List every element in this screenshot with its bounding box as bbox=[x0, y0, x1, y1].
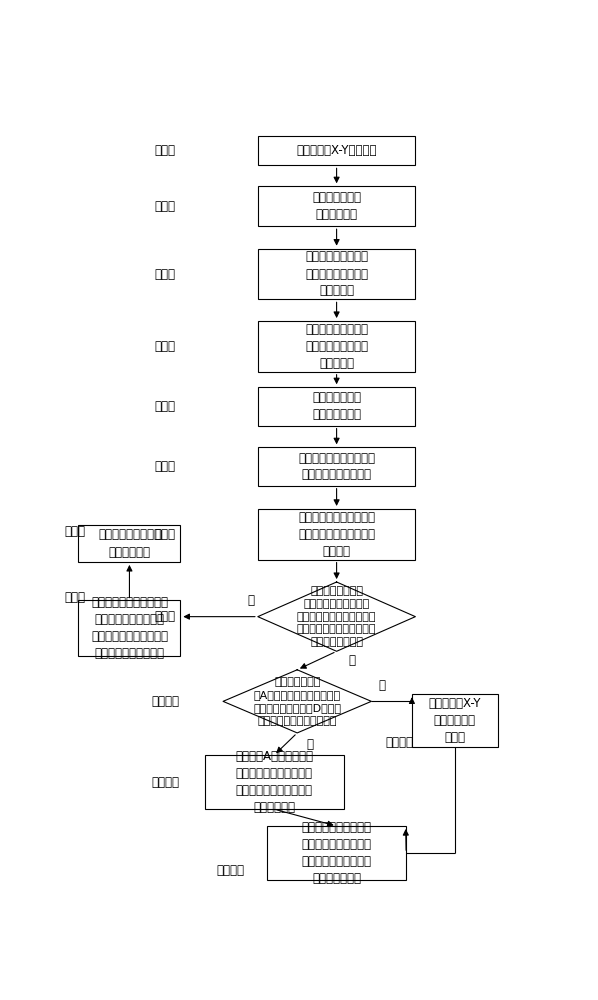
Text: 路由节点A将步骤十一所
述一行条目对应的邻近节
点作为下一跳节点，并向
其交付数据包: 路由节点A将步骤十一所 述一行条目对应的邻近节 点作为下一跳节点，并向 其交付数… bbox=[235, 750, 313, 814]
Polygon shape bbox=[223, 670, 371, 733]
Text: 否: 否 bbox=[348, 654, 355, 667]
Text: 步骤七: 步骤七 bbox=[155, 528, 176, 541]
Text: 按照基础的X-Y
传输规则传送
数据包: 按照基础的X-Y 传输规则传送 数据包 bbox=[429, 697, 481, 744]
Text: 由片上网络的首个传送任
务将所有节点同步激活: 由片上网络的首个传送任 务将所有节点同步激活 bbox=[298, 452, 375, 482]
FancyBboxPatch shape bbox=[258, 136, 416, 165]
FancyBboxPatch shape bbox=[258, 387, 416, 426]
FancyBboxPatch shape bbox=[205, 755, 343, 809]
FancyBboxPatch shape bbox=[258, 509, 416, 560]
Text: 步骤四: 步骤四 bbox=[155, 340, 176, 353]
Text: 启动片上网络并
进行初始化设置: 启动片上网络并 进行初始化设置 bbox=[312, 391, 361, 421]
FancyBboxPatch shape bbox=[267, 826, 406, 880]
Text: 步骤二: 步骤二 bbox=[155, 200, 176, 213]
Text: 步骤五: 步骤五 bbox=[155, 400, 176, 413]
Text: 数据源节点按照动态路由
表自更新规则更新自身动
态路由表: 数据源节点按照动态路由 表自更新规则更新自身动 态路由表 bbox=[298, 511, 375, 558]
Text: 是: 是 bbox=[307, 738, 313, 751]
Text: 由当前源路由节
点A判断在其动态路由表中是
否有以目标路由节点D作为目
标地址的一行路条目记录？: 由当前源路由节 点A判断在其动态路由表中是 否有以目标路由节点D作为目 标地址的… bbox=[253, 677, 341, 726]
Text: 步骤一: 步骤一 bbox=[155, 144, 176, 157]
Text: 否: 否 bbox=[379, 679, 385, 692]
Text: 步骤九: 步骤九 bbox=[64, 591, 86, 604]
Text: 步骤八: 步骤八 bbox=[155, 610, 176, 623]
Text: 步骤六: 步骤六 bbox=[155, 460, 176, 473]
Text: 定义基础的X-Y传输规则: 定义基础的X-Y传输规则 bbox=[297, 144, 377, 157]
Text: 是: 是 bbox=[248, 594, 254, 607]
Text: 将上述邻近路由节点确定
为确定为路径不可达节
点，并删除本地路由表中
包含此节点的路由条目: 将上述邻近路由节点确定 为确定为路径不可达节 点，并删除本地路由表中 包含此节点… bbox=[91, 596, 168, 660]
Text: 将自更新规则均分别
存入每一个路由节点
的处理器中: 将自更新规则均分别 存入每一个路由节点 的处理器中 bbox=[305, 323, 368, 370]
Text: 步骤十四: 步骤十四 bbox=[216, 864, 244, 877]
Text: 终止沿上述不可达节
点的传送任务: 终止沿上述不可达节 点的传送任务 bbox=[98, 528, 161, 558]
Text: 步骤十一: 步骤十一 bbox=[151, 695, 179, 708]
Text: 步骤十三: 步骤十三 bbox=[385, 736, 413, 749]
Text: 步骤三: 步骤三 bbox=[155, 267, 176, 280]
FancyBboxPatch shape bbox=[258, 321, 416, 372]
Text: 步骤十二: 步骤十二 bbox=[151, 776, 179, 789]
FancyBboxPatch shape bbox=[258, 186, 416, 226]
Text: 步骤十: 步骤十 bbox=[64, 525, 86, 538]
FancyBboxPatch shape bbox=[412, 694, 498, 747]
Polygon shape bbox=[258, 582, 416, 651]
Text: 由当前路由节点判
断，经由当前的邻近节
点并去往目标节点的总跳数
是否大于步骤二中所规定的
最远可传输距离？: 由当前路由节点判 断，经由当前的邻近节 点并去往目标节点的总跳数 是否大于步骤二… bbox=[297, 586, 376, 647]
Text: 定义动态路由表
的自更新规则: 定义动态路由表 的自更新规则 bbox=[312, 191, 361, 221]
FancyBboxPatch shape bbox=[258, 447, 416, 486]
Text: 所述邻近节点将自身视
作步骤七所述的数据源
节点，并执行步骤六至
步骤十三的过程: 所述邻近节点将自身视 作步骤七所述的数据源 节点，并执行步骤六至 步骤十三的过程 bbox=[301, 821, 371, 885]
FancyBboxPatch shape bbox=[78, 600, 181, 656]
FancyBboxPatch shape bbox=[78, 525, 181, 562]
Text: 将自更新变量分别存
入各个路由节点的动
态路由表内: 将自更新变量分别存 入各个路由节点的动 态路由表内 bbox=[305, 250, 368, 298]
FancyBboxPatch shape bbox=[258, 249, 416, 299]
